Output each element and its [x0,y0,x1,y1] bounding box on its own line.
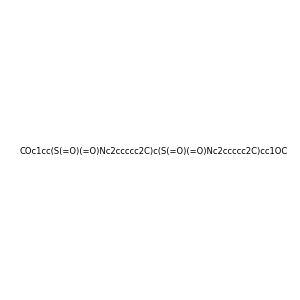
Text: COc1cc(S(=O)(=O)Nc2ccccc2C)c(S(=O)(=O)Nc2ccccc2C)cc1OC: COc1cc(S(=O)(=O)Nc2ccccc2C)c(S(=O)(=O)Nc… [20,147,288,156]
